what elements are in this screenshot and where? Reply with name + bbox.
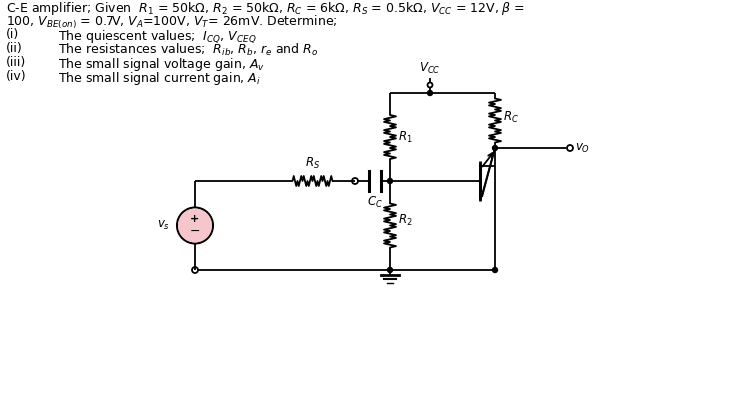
Text: −: − — [190, 225, 201, 238]
Text: (i): (i) — [6, 28, 19, 41]
Text: $C_C$: $C_C$ — [367, 195, 383, 210]
Text: $V_{CC}$: $V_{CC}$ — [419, 61, 441, 76]
Text: (ii): (ii) — [6, 42, 23, 55]
Text: The quiescent values;  $\mathit{I_{CQ}}$, $\mathit{V_{CEQ}}$: The quiescent values; $\mathit{I_{CQ}}$,… — [58, 28, 257, 45]
Text: $R_C$: $R_C$ — [503, 110, 519, 125]
Text: (iii): (iii) — [6, 56, 26, 69]
Text: 100, $V_{BE(on)}$ = 0.7V, $V_A$=100V, $V_T$= 26mV. Determine;: 100, $V_{BE(on)}$ = 0.7V, $V_A$=100V, $V… — [6, 14, 337, 31]
Circle shape — [427, 90, 433, 95]
Text: $v_O$: $v_O$ — [575, 141, 590, 154]
Circle shape — [178, 209, 212, 242]
Text: $v_s$: $v_s$ — [157, 219, 170, 232]
Text: The small signal current gain, $\mathit{A_i}$: The small signal current gain, $\mathit{… — [58, 70, 261, 87]
Text: $R_2$: $R_2$ — [398, 213, 413, 228]
Text: C-E amplifier; Given  $R_1$ = 50k$\Omega$, $R_2$ = 50k$\Omega$, $R_C$ = 6k$\Omeg: C-E amplifier; Given $R_1$ = 50k$\Omega$… — [6, 0, 525, 17]
Text: The resistances values;  $\mathit{R_{ib}}$, $\mathit{R_b}$, $\mathit{r_e}$ and $: The resistances values; $\mathit{R_{ib}}… — [58, 42, 318, 58]
Text: The small signal voltage gain, $\mathit{A_v}$: The small signal voltage gain, $\mathit{… — [58, 56, 265, 73]
Circle shape — [387, 268, 392, 273]
Circle shape — [493, 268, 498, 273]
Circle shape — [493, 145, 498, 150]
Text: +: + — [190, 214, 200, 225]
Text: $R_S$: $R_S$ — [305, 156, 320, 171]
Text: $R_1$: $R_1$ — [398, 129, 413, 145]
Circle shape — [387, 178, 392, 183]
Text: (iv): (iv) — [6, 70, 26, 83]
